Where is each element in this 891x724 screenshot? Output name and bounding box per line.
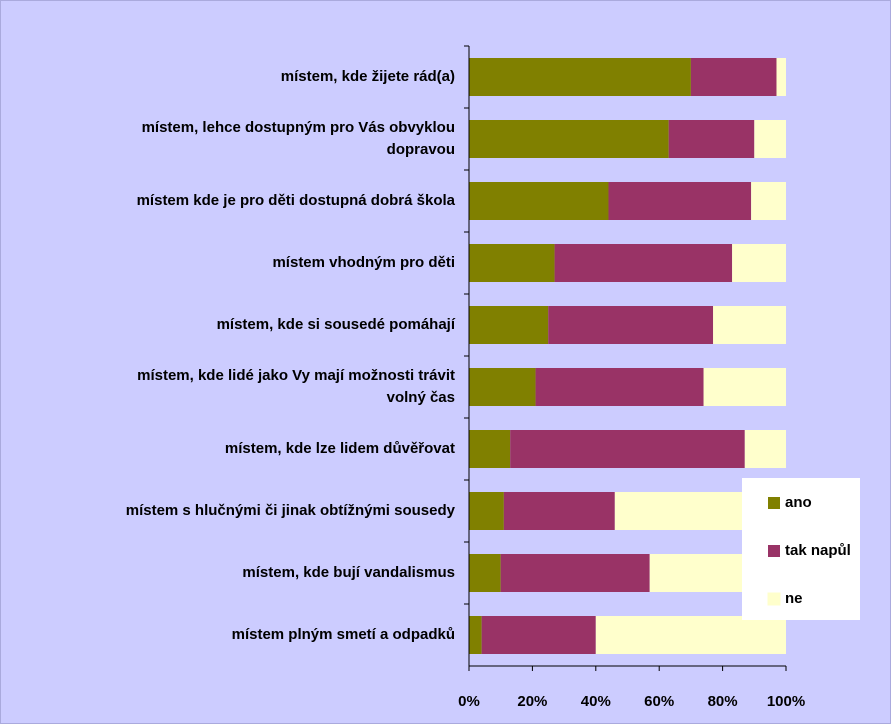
bar-segment: [469, 616, 482, 654]
bar-segment: [548, 306, 714, 344]
bar-segment: [608, 182, 752, 220]
legend-label: tak napůl: [785, 542, 851, 559]
bar-segment: [469, 492, 504, 530]
bar-segment: [744, 430, 786, 468]
category-label: místem vhodným pro děti: [272, 254, 455, 271]
bar-segment: [713, 306, 786, 344]
bar-segment: [554, 244, 733, 282]
bar-segment: [690, 58, 777, 96]
bar-segment: [469, 430, 511, 468]
bar-segment: [595, 616, 786, 654]
x-tick-label: 0%: [458, 693, 480, 710]
category-label: místem, kde lidé jako Vy mají možnosti t…: [137, 367, 455, 406]
x-tick-label: 80%: [708, 693, 738, 710]
bar-segment: [481, 616, 596, 654]
category-label: místem, kde lze lidem důvěřovat: [224, 440, 455, 457]
bar-segment: [776, 58, 786, 96]
bar-segment: [535, 368, 704, 406]
bar-segment: [510, 430, 745, 468]
x-tick-label: 40%: [581, 693, 611, 710]
legend-swatch: [768, 497, 780, 509]
bar-segment: [668, 120, 755, 158]
legend-label: ne: [785, 590, 803, 607]
category-label: místem, lehce dostupným pro Vás obvyklou…: [141, 119, 455, 158]
bar-segment: [500, 554, 650, 592]
bar-segment: [732, 244, 786, 282]
x-tick-label: 60%: [644, 693, 674, 710]
bar-segment: [503, 492, 615, 530]
x-tick-label: 20%: [517, 693, 547, 710]
category-label: místem plným smetí a odpadků: [231, 626, 455, 643]
bar-segment: [469, 554, 501, 592]
bar-segment: [469, 120, 669, 158]
legend-swatch: [768, 545, 780, 557]
category-label: místem, kde si sousedé pomáhají: [216, 316, 455, 333]
bar-segment: [751, 182, 786, 220]
bar-segment: [469, 244, 555, 282]
legend-box: [742, 478, 860, 620]
bar-segment: [469, 182, 609, 220]
category-label: místem, kde bují vandalismus: [242, 564, 455, 581]
bar-segment: [469, 58, 691, 96]
legend-label: ano: [785, 494, 812, 511]
category-label: místem s hlučnými či jinak obtížnými sou…: [125, 502, 455, 519]
category-label: místem kde je pro děti dostupná dobrá šk…: [136, 192, 455, 209]
category-label: místem, kde žijete rád(a): [280, 68, 455, 85]
bar-segment: [469, 368, 536, 406]
x-tick-label: 100%: [767, 693, 805, 710]
bar-segment: [703, 368, 786, 406]
bar-segment: [754, 120, 786, 158]
bar-segment: [469, 306, 549, 344]
legend-swatch: [767, 592, 781, 606]
